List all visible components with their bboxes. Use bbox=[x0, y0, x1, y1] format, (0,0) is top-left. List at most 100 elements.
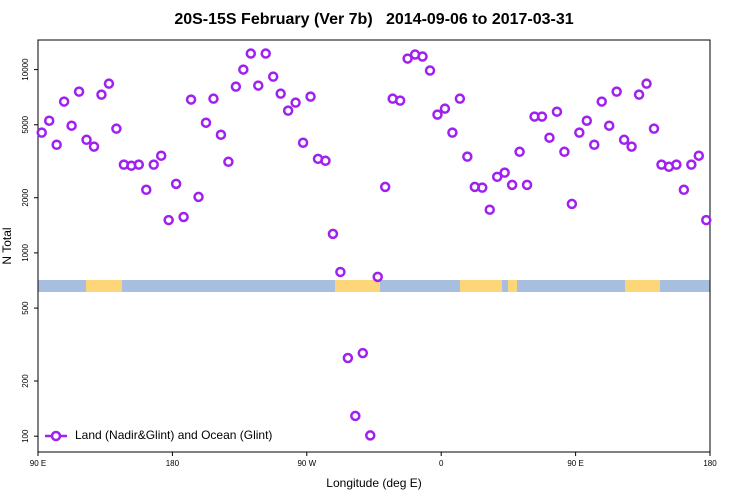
legend-marker bbox=[50, 430, 62, 442]
point bbox=[365, 430, 376, 441]
point bbox=[96, 89, 107, 100]
plot-frame bbox=[37, 39, 711, 453]
point bbox=[417, 51, 428, 62]
land-ocean-band bbox=[38, 280, 710, 292]
point bbox=[701, 214, 712, 226]
y-axis-label: N Total bbox=[0, 227, 14, 264]
x-tick-label: 90 E bbox=[567, 459, 583, 468]
point bbox=[215, 129, 227, 141]
point bbox=[618, 134, 630, 146]
point bbox=[81, 134, 92, 146]
point bbox=[447, 127, 458, 138]
y-tick-label: 10000 bbox=[21, 58, 30, 81]
point bbox=[141, 184, 152, 196]
point bbox=[155, 150, 167, 161]
point bbox=[566, 198, 578, 210]
point bbox=[394, 95, 406, 106]
x-tick-label: 90 E bbox=[30, 459, 46, 468]
x-tick-label: 0 bbox=[439, 459, 444, 468]
point bbox=[477, 182, 488, 193]
point bbox=[379, 181, 391, 193]
chart-title: 20S-15S February (Ver 7b) 2014-09-06 to … bbox=[174, 11, 573, 28]
x-axis-label: Longitude (deg E) bbox=[326, 476, 421, 490]
point bbox=[462, 151, 473, 162]
point bbox=[633, 89, 645, 100]
point bbox=[58, 96, 70, 107]
land-band bbox=[460, 280, 502, 292]
point bbox=[648, 123, 660, 134]
point bbox=[245, 48, 257, 59]
point bbox=[559, 146, 570, 158]
point bbox=[133, 159, 145, 170]
point bbox=[484, 204, 495, 215]
y-tick-label: 5000 bbox=[21, 115, 30, 133]
y-tick-label: 1000 bbox=[21, 243, 30, 261]
point bbox=[454, 93, 466, 104]
point bbox=[260, 48, 271, 59]
point bbox=[372, 271, 383, 283]
point bbox=[544, 132, 555, 143]
point bbox=[200, 117, 212, 128]
point bbox=[596, 96, 607, 107]
y-tick-label: 2000 bbox=[21, 188, 30, 206]
point bbox=[499, 167, 510, 178]
x-tick-label: 90 W bbox=[297, 459, 316, 468]
y-tick-label: 200 bbox=[21, 374, 30, 388]
point bbox=[36, 127, 47, 138]
point bbox=[671, 159, 682, 170]
point bbox=[506, 179, 518, 191]
point bbox=[693, 150, 705, 161]
point bbox=[432, 109, 443, 120]
x-tick-label: 180 bbox=[166, 459, 180, 468]
point bbox=[402, 53, 413, 64]
point bbox=[51, 139, 62, 150]
point bbox=[66, 120, 77, 131]
point bbox=[581, 115, 593, 126]
point bbox=[88, 141, 100, 152]
point bbox=[626, 141, 637, 152]
x-tick-label: 180 bbox=[703, 459, 717, 468]
point bbox=[185, 94, 197, 105]
point bbox=[267, 71, 279, 82]
legend-label: Land (Nadir&Glint) and Ocean (Glint) bbox=[75, 428, 272, 442]
point bbox=[686, 159, 697, 170]
land-band bbox=[86, 280, 122, 292]
point bbox=[320, 155, 331, 167]
land-band bbox=[508, 280, 517, 292]
point bbox=[43, 115, 55, 126]
point bbox=[193, 191, 204, 203]
point bbox=[424, 65, 436, 76]
point bbox=[163, 214, 174, 226]
point bbox=[589, 139, 600, 150]
point bbox=[678, 184, 690, 196]
y-tick-label: 500 bbox=[21, 301, 30, 315]
point bbox=[514, 146, 525, 158]
point bbox=[208, 93, 219, 104]
point bbox=[327, 228, 339, 240]
point bbox=[305, 91, 316, 102]
point bbox=[439, 103, 451, 114]
point bbox=[536, 111, 548, 122]
point bbox=[178, 211, 189, 223]
point bbox=[111, 123, 122, 134]
point bbox=[73, 86, 85, 97]
point bbox=[574, 127, 585, 138]
point bbox=[148, 159, 159, 170]
legend: Land (Nadir&Glint) and Ocean (Glint) bbox=[45, 428, 272, 442]
point bbox=[350, 410, 361, 422]
point bbox=[491, 171, 503, 183]
land-band bbox=[335, 280, 380, 292]
point bbox=[641, 78, 652, 89]
point bbox=[103, 78, 115, 89]
point bbox=[603, 120, 615, 131]
point bbox=[223, 156, 234, 168]
point bbox=[357, 347, 369, 359]
point bbox=[551, 106, 563, 117]
point bbox=[238, 64, 249, 75]
point bbox=[170, 178, 182, 190]
point bbox=[521, 179, 533, 191]
point bbox=[297, 137, 309, 148]
point bbox=[282, 105, 294, 116]
point bbox=[230, 81, 242, 92]
